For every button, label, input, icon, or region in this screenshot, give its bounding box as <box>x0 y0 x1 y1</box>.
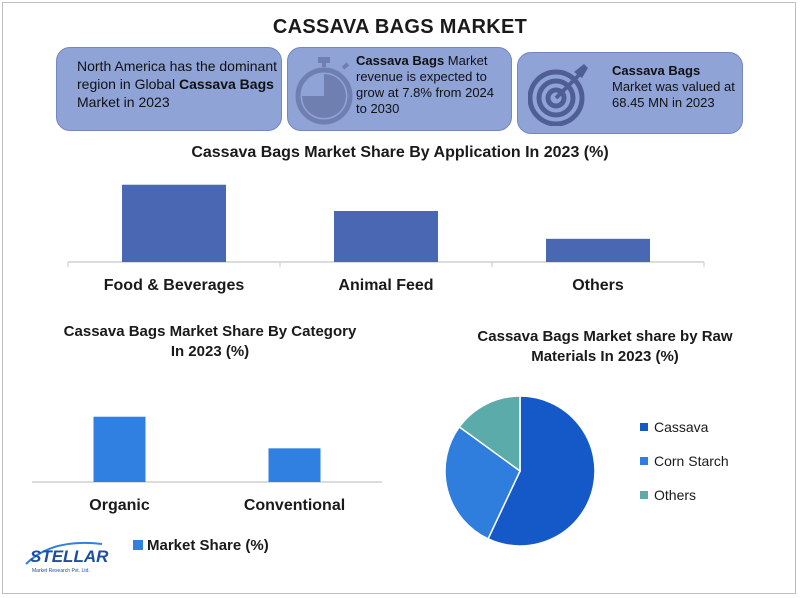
svg-text:Market Research Pvt. Ltd.: Market Research Pvt. Ltd. <box>32 568 90 574</box>
category-chart-title: Cassava Bags Market Share By Category In… <box>63 323 357 360</box>
legend-swatch-market-share <box>133 540 143 551</box>
application-bar-animal-feed <box>334 211 438 262</box>
legend-swatch-cassava <box>640 423 648 432</box>
legend-item-corn-starch: Corn Starch <box>640 453 729 469</box>
legend-swatch-corn-starch <box>640 457 648 466</box>
info-box-growth-text: Cassava Bags Market revenue is expected … <box>356 53 495 116</box>
legend-label-cassava: Cassava <box>654 419 709 435</box>
legend-item-cassava: Cassava <box>640 419 708 435</box>
legend-label-others: Others <box>654 487 697 503</box>
stellar-logo: STELLAR Market Research Pvt. Ltd. <box>25 541 109 574</box>
legend-label-corn-starch: Corn Starch <box>654 453 729 469</box>
legend-label-market-share: Market Share (%) <box>147 537 269 554</box>
application-bar-food-and-beverages <box>122 184 226 262</box>
raw-materials-chart-title: Cassava Bags Market share by Raw Materia… <box>477 328 733 365</box>
legend-item-others: Others <box>640 487 696 503</box>
info-box-region-text: North America has the dominant region in… <box>77 58 277 110</box>
info-box-growth: Cassava Bags Market revenue is expected … <box>287 47 512 131</box>
info-box-value: Cassava Bags Market was valued at 68.45 … <box>517 52 743 134</box>
target-icon <box>528 64 588 126</box>
application-tick-label-food-and-beverages: Food & Beverages <box>104 277 245 294</box>
info-box-region: North America has the dominant region in… <box>56 47 282 131</box>
category-chart-legend: Market Share (%) <box>133 537 269 554</box>
application-tick-label-animal-feed: Animal Feed <box>338 277 433 294</box>
stopwatch-icon <box>295 57 353 125</box>
application-bar-others <box>546 238 650 262</box>
info-box-value-text: Cassava Bags Market was valued at 68.45 … <box>612 63 735 110</box>
svg-text:STELLAR: STELLAR <box>30 547 109 566</box>
application-tick-label-others: Others <box>572 277 624 294</box>
legend-swatch-others <box>640 491 648 500</box>
application-chart-title: Cassava Bags Market Share By Application… <box>191 144 609 161</box>
page-title: CASSAVA BAGS MARKET <box>272 16 528 38</box>
